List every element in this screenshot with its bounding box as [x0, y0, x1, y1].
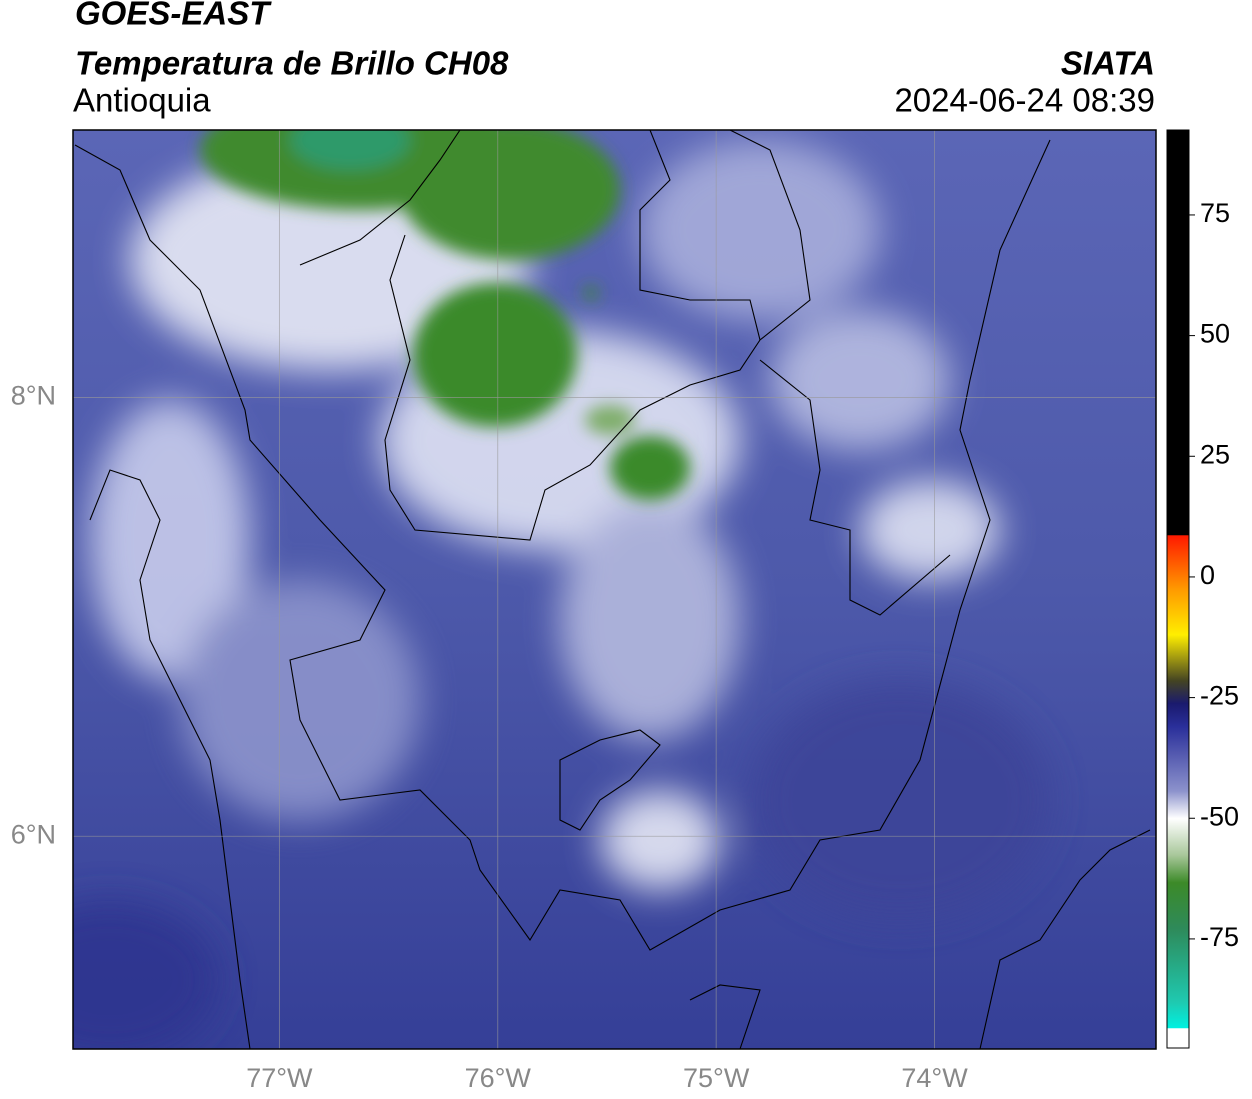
x-tick-label: 76°W	[465, 1063, 532, 1093]
satellite-image	[73, 130, 1156, 1049]
colorbar-tick-label: 25	[1200, 439, 1230, 469]
graticule	[73, 130, 1156, 1049]
source: SIATA	[1061, 45, 1155, 82]
boundaries	[74, 130, 1151, 1049]
y-tick-label: 6°N	[11, 819, 56, 849]
map-frame	[72, 129, 1157, 1050]
x-tick-label: 77°W	[246, 1063, 313, 1093]
colorbar-tick-label: 0	[1200, 560, 1215, 590]
region: Antioquia	[73, 82, 211, 119]
subtitle: Temperatura de Brillo CH08	[75, 45, 509, 82]
timestamp: 2024-06-24 08:39	[894, 82, 1155, 119]
colorbar-tick-label: -50	[1200, 801, 1239, 831]
title: GOES-EAST	[75, 0, 272, 32]
colorbar-tick-label: -25	[1200, 681, 1239, 711]
colorbar-tick-label: 75	[1200, 198, 1230, 228]
x-tick-label: 74°W	[901, 1063, 968, 1093]
colorbar-ticks: -75 -50 -25 0 25 50 75	[1189, 198, 1239, 952]
y-tick-label: 8°N	[11, 381, 56, 411]
x-tick-label: 75°W	[683, 1063, 750, 1093]
colorbar	[1166, 129, 1190, 1049]
colorbar-tick-label: -75	[1200, 922, 1239, 952]
colorbar-tick-label: 50	[1200, 319, 1230, 349]
